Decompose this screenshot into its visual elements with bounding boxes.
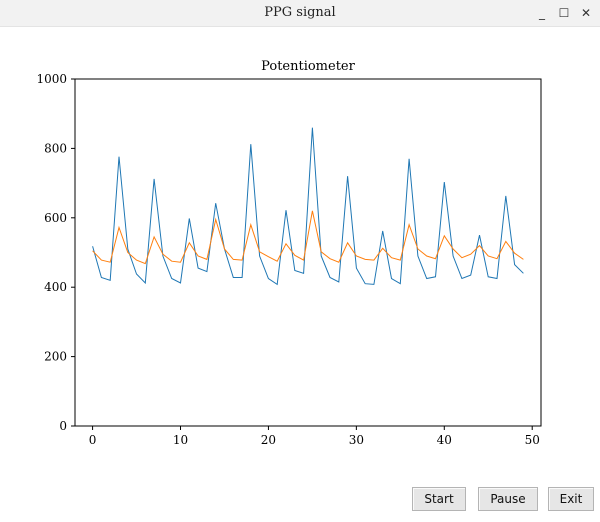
pause-button[interactable]: Pause: [478, 487, 538, 511]
y-tick-label: 400: [44, 280, 67, 294]
minimize-icon[interactable]: _: [539, 6, 545, 20]
window-titlebar: PPG signal _ ☐ ✕: [0, 0, 600, 27]
y-tick-label: 800: [44, 141, 67, 155]
maximize-icon[interactable]: ☐: [558, 6, 570, 20]
plot-title: Potentiometer: [261, 59, 355, 74]
series-layer: [92, 127, 524, 286]
x-tick-label: 10: [173, 433, 188, 447]
y-tick-label: 0: [59, 419, 67, 433]
x-tick-label: 0: [89, 433, 97, 447]
y-tick-label: 200: [44, 350, 67, 364]
y-tick-label: 600: [44, 211, 67, 225]
axes-frame: [74, 78, 542, 427]
series-line-1: [92, 127, 524, 286]
close-icon[interactable]: ✕: [580, 6, 592, 20]
y-tick-label: 1000: [36, 72, 67, 86]
series-line-2: [92, 210, 524, 265]
x-tick-label: 30: [349, 433, 364, 447]
exit-button[interactable]: Exit: [548, 487, 594, 511]
start-button[interactable]: Start: [412, 487, 466, 511]
x-tick-label: 20: [261, 433, 276, 447]
ticks-layer: 0 10 20 30 40 50 0 200 400 600 800 1000: [36, 72, 539, 447]
plot-canvas: Potentiometer 0 10 20 30 40 50 0 200 400 600 800 10…: [36, 59, 542, 447]
x-tick-label: 40: [437, 433, 452, 447]
x-tick-label: 50: [525, 433, 540, 447]
window-title: PPG signal: [264, 5, 336, 20]
